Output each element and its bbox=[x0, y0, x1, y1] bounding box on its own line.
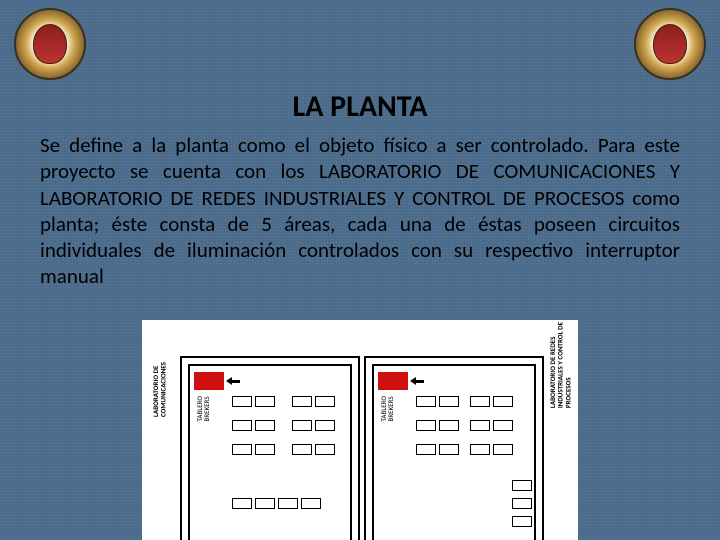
desk bbox=[255, 396, 275, 407]
floorplan-diagram: LABORATORIO DECOMUNICACIONES TABLEROBREK… bbox=[142, 320, 578, 540]
desk bbox=[512, 480, 532, 491]
desk bbox=[232, 498, 252, 509]
desk bbox=[255, 420, 275, 431]
desk bbox=[292, 396, 312, 407]
desk bbox=[301, 498, 321, 509]
page-title: LA PLANTA bbox=[0, 88, 720, 125]
university-logo-left bbox=[14, 8, 86, 80]
desk bbox=[493, 420, 513, 431]
desk bbox=[470, 396, 490, 407]
tablero-right-label: TABLEROBREKERS bbox=[380, 396, 394, 421]
desk bbox=[512, 498, 532, 509]
desk bbox=[470, 420, 490, 431]
desk bbox=[439, 444, 459, 455]
desk bbox=[292, 444, 312, 455]
desk bbox=[278, 498, 298, 509]
desk bbox=[416, 420, 436, 431]
desk bbox=[232, 444, 252, 455]
desk bbox=[439, 396, 459, 407]
desk bbox=[416, 444, 436, 455]
room-right-label: LABORATORIO DE REDESINDUSTRIALES Y CONTR… bbox=[549, 322, 572, 408]
desk bbox=[255, 444, 275, 455]
desk bbox=[470, 444, 490, 455]
tablero-left bbox=[194, 372, 224, 390]
room-left-label: LABORATORIO DECOMUNICACIONES bbox=[152, 362, 167, 417]
desk bbox=[493, 444, 513, 455]
tablero-left-label: TABLEROBREKERS bbox=[196, 396, 210, 421]
tablero-right-arrow bbox=[410, 377, 424, 386]
tablero-right bbox=[378, 372, 408, 390]
tablero-left-arrow bbox=[226, 377, 240, 386]
desk bbox=[493, 396, 513, 407]
desk bbox=[416, 396, 436, 407]
body-paragraph: Se define a la planta como el objeto fís… bbox=[40, 132, 680, 290]
desk bbox=[232, 396, 252, 407]
desk bbox=[315, 444, 335, 455]
desk bbox=[255, 498, 275, 509]
desk bbox=[315, 396, 335, 407]
university-logo-right bbox=[634, 8, 706, 80]
desk bbox=[232, 420, 252, 431]
desk bbox=[439, 420, 459, 431]
desk bbox=[292, 420, 312, 431]
desk bbox=[512, 516, 532, 527]
desk bbox=[315, 420, 335, 431]
